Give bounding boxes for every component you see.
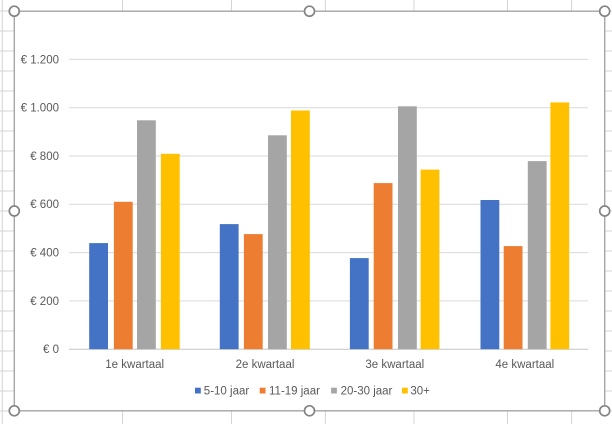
svg-text:€ 1.200: € 1.200 — [21, 54, 59, 66]
svg-text:1e kwartaal: 1e kwartaal — [105, 359, 164, 371]
svg-text:€ 600: € 600 — [30, 199, 59, 211]
svg-text:20-30 jaar: 20-30 jaar — [341, 385, 393, 397]
svg-text:30+: 30+ — [410, 385, 430, 397]
svg-text:€ 1.000: € 1.000 — [21, 103, 59, 115]
svg-text:5-10 jaar: 5-10 jaar — [204, 385, 250, 397]
svg-text:€ 0: € 0 — [43, 344, 59, 356]
svg-text:4e kwartaal: 4e kwartaal — [495, 359, 554, 371]
svg-text:11-19 jaar: 11-19 jaar — [269, 385, 320, 397]
svg-text:€ 200: € 200 — [30, 296, 59, 308]
svg-text:2e kwartaal: 2e kwartaal — [236, 359, 295, 371]
svg-text:3e kwartaal: 3e kwartaal — [365, 359, 424, 371]
svg-text:€ 800: € 800 — [30, 151, 59, 163]
svg-text:€ 400: € 400 — [30, 248, 59, 260]
